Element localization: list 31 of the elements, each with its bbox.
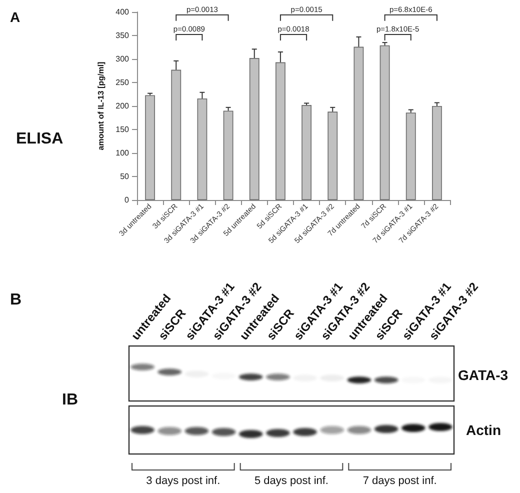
bar: [302, 105, 312, 200]
y-tick-label: 0: [124, 196, 130, 204]
bar: [328, 112, 338, 200]
bar: [380, 45, 390, 200]
bar: [223, 110, 234, 200]
y-tick-label: 100: [116, 148, 130, 158]
bar: [354, 46, 364, 200]
y-tick-label: 200: [116, 102, 130, 110]
bar: [145, 95, 155, 200]
y-tick-label: 50: [120, 172, 130, 181]
text: 3 days post inf.: [146, 475, 220, 487]
text: Actin: [466, 422, 501, 438]
bar: [249, 58, 260, 200]
y-tick-label: 250: [116, 78, 130, 87]
bar: [432, 106, 442, 200]
text: B: [10, 292, 22, 308]
text: IB: [62, 392, 78, 408]
text: ELISA: [16, 130, 64, 148]
text: 5 days post inf.: [254, 475, 328, 487]
bar: [406, 112, 416, 200]
y-tick-label: 150: [116, 125, 130, 134]
y-tick-label: 400: [116, 8, 130, 16]
bar: [197, 98, 208, 200]
y-tick-label: 300: [116, 54, 130, 64]
bar: [171, 70, 182, 200]
y-tick-label: 350: [116, 31, 130, 40]
text: A: [10, 9, 20, 25]
y-axis-title: amount of IL-13 [pg/ml]: [96, 61, 106, 150]
text: GATA-3: [458, 367, 508, 383]
bar: [276, 62, 286, 200]
text: 7 days post inf.: [362, 475, 437, 487]
